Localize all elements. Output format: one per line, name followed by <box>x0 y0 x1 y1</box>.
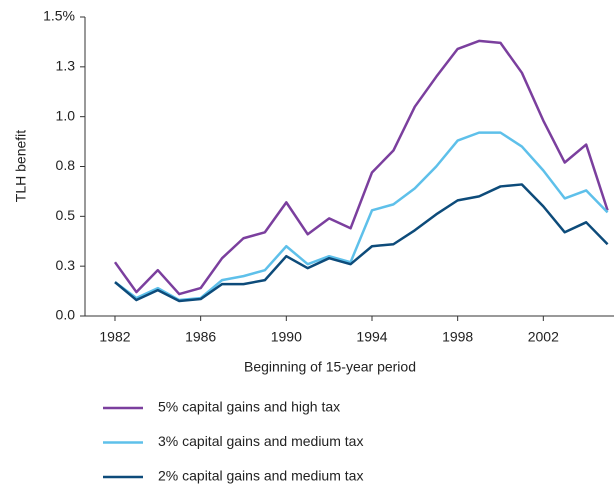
y-tick-label: 0.0 <box>56 307 76 323</box>
x-axis-title: Beginning of 15-year period <box>244 359 416 375</box>
legend-label: 3% capital gains and medium tax <box>158 433 363 449</box>
legend-label: 5% capital gains and high tax <box>158 399 340 415</box>
x-tick-label: 1998 <box>442 329 473 345</box>
y-axis-title: TLH benefit <box>13 130 29 202</box>
series-line <box>113 39 609 296</box>
x-tick-label: 1982 <box>99 329 130 345</box>
x-tick-label: 1986 <box>185 329 216 345</box>
y-tick-label: 0.3 <box>56 257 76 273</box>
series-line <box>114 183 609 303</box>
y-tick-label: 0.5 <box>56 207 76 223</box>
x-tick-label: 2002 <box>528 329 559 345</box>
x-tick-label: 1994 <box>356 329 387 345</box>
x-tick-label: 1990 <box>271 329 302 345</box>
y-tick-label: 1.5% <box>43 8 75 24</box>
legend-label: 2% capital gains and medium tax <box>158 468 363 484</box>
y-tick-label: 0.8 <box>56 157 76 173</box>
series-line <box>114 131 609 302</box>
y-tick-label: 1.0 <box>56 107 76 123</box>
y-tick-label: 1.3 <box>56 58 76 74</box>
